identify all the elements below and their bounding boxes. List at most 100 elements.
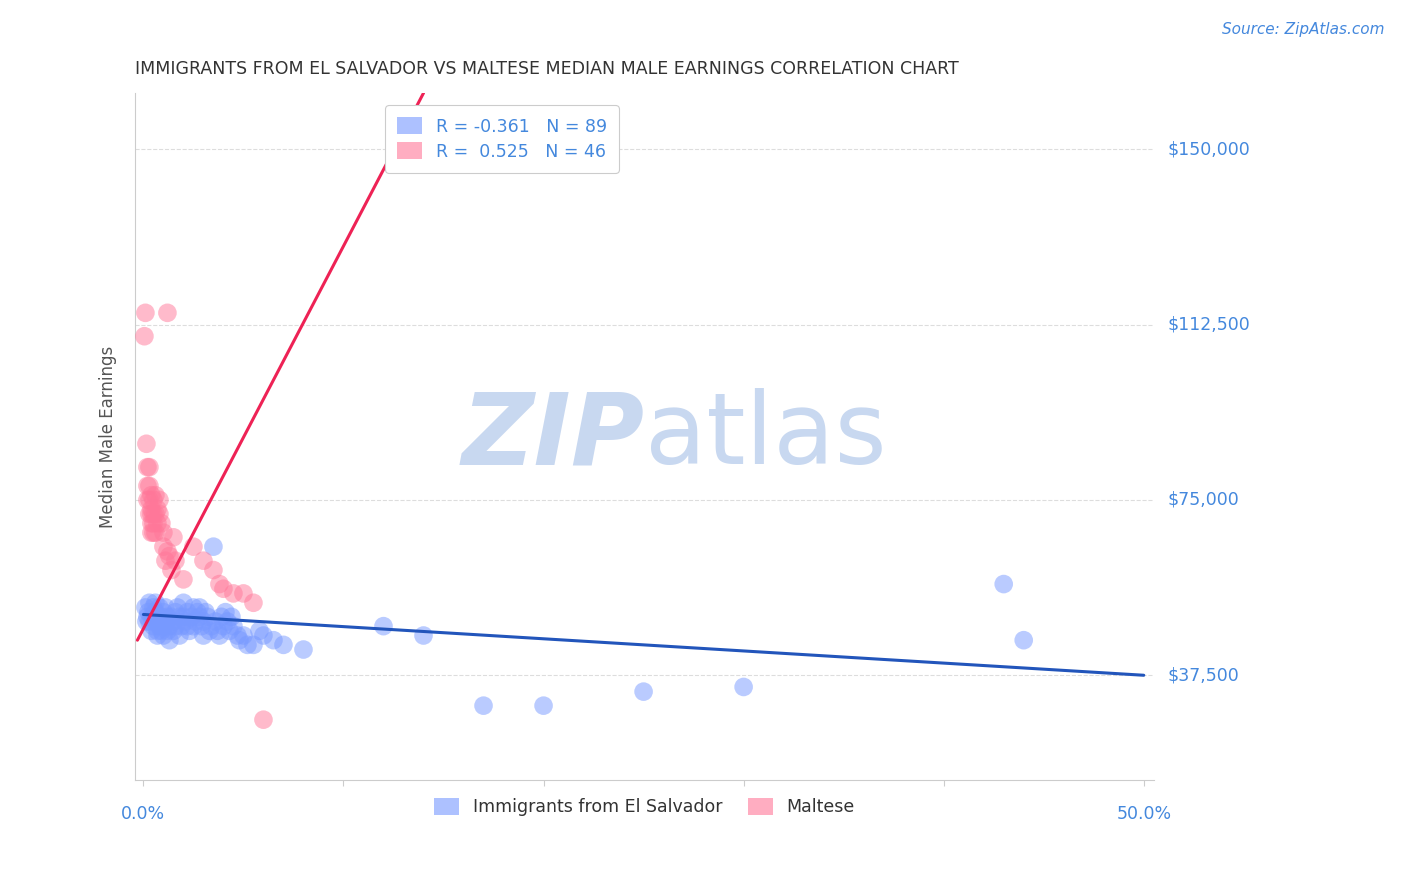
Point: [733, 680, 755, 694]
Point: [198, 624, 221, 638]
Point: [138, 492, 160, 507]
Point: [138, 507, 160, 521]
Text: 50.0%: 50.0%: [1116, 805, 1171, 823]
Text: atlas: atlas: [644, 388, 886, 485]
Point: [165, 605, 187, 619]
Y-axis label: Median Male Earnings: Median Male Earnings: [100, 345, 117, 528]
Point: [262, 633, 284, 648]
Point: [183, 619, 205, 633]
Text: Source: ZipAtlas.com: Source: ZipAtlas.com: [1222, 22, 1385, 37]
Point: [221, 609, 243, 624]
Point: [194, 605, 217, 619]
Point: [145, 488, 167, 502]
Point: [186, 605, 208, 619]
Point: [472, 698, 495, 713]
Point: [150, 516, 173, 531]
Point: [148, 619, 170, 633]
Point: [166, 600, 188, 615]
Point: [170, 619, 193, 633]
Point: [141, 525, 163, 540]
Point: [172, 573, 194, 587]
Point: [222, 619, 245, 633]
Point: [138, 460, 160, 475]
Text: ZIP: ZIP: [461, 388, 644, 485]
Point: [146, 624, 169, 638]
Point: [162, 624, 184, 638]
Point: [142, 600, 165, 615]
Point: [174, 615, 197, 629]
Point: [141, 502, 163, 516]
Point: [188, 609, 211, 624]
Point: [208, 577, 231, 591]
Point: [148, 492, 170, 507]
Point: [183, 600, 205, 615]
Point: [141, 488, 163, 502]
Point: [193, 628, 215, 642]
Text: $37,500: $37,500: [1167, 666, 1240, 684]
Point: [155, 554, 177, 568]
Point: [138, 479, 160, 493]
Point: [169, 609, 191, 624]
Point: [159, 549, 181, 563]
Point: [183, 540, 205, 554]
Point: [138, 605, 160, 619]
Point: [138, 596, 160, 610]
Point: [145, 605, 167, 619]
Point: [156, 624, 179, 638]
Point: [156, 609, 179, 624]
Text: 0.0%: 0.0%: [121, 805, 166, 823]
Point: [142, 516, 165, 531]
Point: [202, 563, 225, 577]
Point: [138, 615, 160, 629]
Point: [228, 633, 250, 648]
Point: [218, 624, 240, 638]
Point: [222, 586, 245, 600]
Point: [184, 615, 207, 629]
Point: [155, 600, 177, 615]
Point: [150, 624, 173, 638]
Point: [204, 615, 226, 629]
Point: [242, 596, 264, 610]
Point: [172, 609, 194, 624]
Point: [1012, 633, 1035, 648]
Point: [197, 609, 219, 624]
Point: [373, 619, 395, 633]
Point: [214, 605, 236, 619]
Point: [152, 628, 174, 642]
Point: [292, 642, 315, 657]
Point: [145, 596, 167, 610]
Text: $75,000: $75,000: [1167, 491, 1240, 509]
Point: [155, 615, 177, 629]
Point: [249, 624, 271, 638]
Point: [252, 713, 274, 727]
Point: [134, 329, 156, 343]
Point: [242, 638, 264, 652]
Point: [180, 609, 202, 624]
Point: [142, 507, 165, 521]
Text: IMMIGRANTS FROM EL SALVADOR VS MALTESE MEDIAN MALE EARNINGS CORRELATION CHART: IMMIGRANTS FROM EL SALVADOR VS MALTESE M…: [135, 60, 959, 78]
Point: [209, 609, 232, 624]
Point: [156, 306, 179, 320]
Point: [135, 615, 157, 629]
Point: [212, 619, 235, 633]
Point: [145, 507, 167, 521]
Point: [146, 609, 169, 624]
Point: [152, 605, 174, 619]
Point: [165, 554, 187, 568]
Point: [176, 619, 198, 633]
Point: [152, 619, 174, 633]
Point: [160, 609, 183, 624]
Point: [252, 628, 274, 642]
Point: [169, 628, 191, 642]
Point: [142, 619, 165, 633]
Point: [165, 619, 187, 633]
Text: $150,000: $150,000: [1167, 140, 1250, 158]
Point: [146, 628, 169, 642]
Point: [136, 479, 159, 493]
Point: [136, 609, 159, 624]
Point: [188, 600, 211, 615]
Point: [533, 698, 555, 713]
Point: [236, 638, 259, 652]
Point: [217, 615, 239, 629]
Point: [232, 628, 254, 642]
